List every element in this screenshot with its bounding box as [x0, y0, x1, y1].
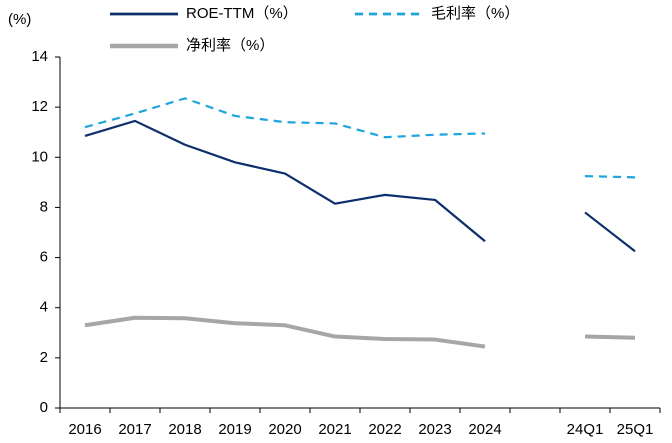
y-tick-label: 0 [40, 399, 48, 416]
y-tick-label: 10 [31, 148, 48, 165]
y-axis-label: (%) [8, 11, 31, 28]
y-tick-label: 6 [40, 249, 48, 266]
series-line [84, 119, 636, 253]
x-tick-label: 2024 [468, 421, 501, 438]
y-tick-label: 8 [40, 198, 48, 215]
x-tick-label: 2023 [418, 421, 451, 438]
x-tick-label: 2022 [368, 421, 401, 438]
legend-label: 净利率（%） [186, 37, 274, 54]
x-tick-label: 2017 [118, 421, 151, 438]
x-tick-label: 2019 [218, 421, 251, 438]
y-tick-label: 14 [31, 48, 48, 65]
x-tick-label: 2018 [168, 421, 201, 438]
y-tick-label: 12 [31, 98, 48, 115]
x-tick-label: 24Q1 [567, 421, 604, 438]
y-tick-label: 2 [40, 349, 48, 366]
x-tick-label: 2021 [318, 421, 351, 438]
legend-label: 毛利率（%） [431, 5, 519, 22]
y-tick-label: 4 [40, 299, 48, 316]
series-line [84, 315, 636, 349]
legend-label: ROE-TTM（%） [186, 5, 298, 22]
x-tick-label: 2016 [68, 421, 101, 438]
series-line [84, 97, 636, 179]
x-tick-label: 25Q1 [617, 421, 654, 438]
x-tick-label: 2020 [268, 421, 301, 438]
